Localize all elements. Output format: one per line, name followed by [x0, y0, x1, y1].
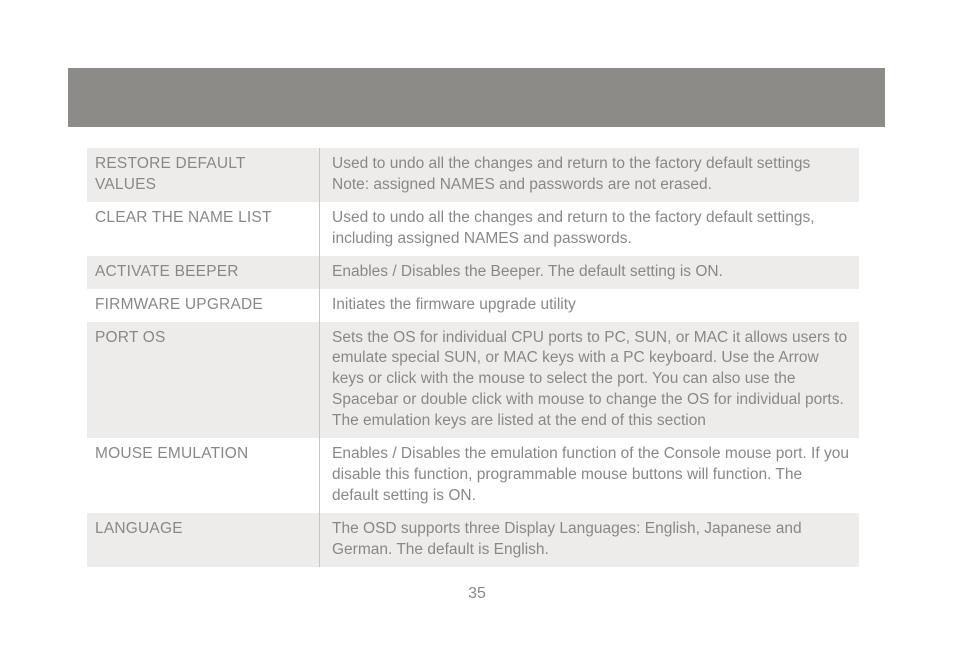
table-row: ACTIVATE BEEPER Enables / Disables the B…: [87, 256, 859, 289]
row-desc: Enables / Disables the emulation functio…: [320, 438, 859, 513]
row-label: ACTIVATE BEEPER: [87, 256, 320, 289]
document-page: RESTORE DEFAULT VALUES Used to undo all …: [0, 0, 954, 665]
table-row: CLEAR THE NAME LIST Used to undo all the…: [87, 202, 859, 256]
row-label: MOUSE EMULATION: [87, 438, 320, 513]
row-label: CLEAR THE NAME LIST: [87, 202, 320, 256]
page-number: 35: [0, 585, 954, 603]
table-row: MOUSE EMULATION Enables / Disables the e…: [87, 438, 859, 513]
row-desc: Enables / Disables the Beeper. The defau…: [320, 256, 859, 289]
row-desc: Used to undo all the changes and return …: [320, 148, 859, 202]
row-label: RESTORE DEFAULT VALUES: [87, 148, 320, 202]
settings-table: RESTORE DEFAULT VALUES Used to undo all …: [87, 148, 859, 567]
row-desc: The OSD supports three Display Languages…: [320, 513, 859, 567]
table-row: LANGUAGE The OSD supports three Display …: [87, 513, 859, 567]
row-label: LANGUAGE: [87, 513, 320, 567]
row-desc: Used to undo all the changes and return …: [320, 202, 859, 256]
row-label: PORT OS: [87, 322, 320, 439]
row-label: FIRMWARE UPGRADE: [87, 289, 320, 322]
table-row: FIRMWARE UPGRADE Initiates the firmware …: [87, 289, 859, 322]
table-row: RESTORE DEFAULT VALUES Used to undo all …: [87, 148, 859, 202]
row-desc: Sets the OS for individual CPU ports to …: [320, 322, 859, 439]
table-row: PORT OS Sets the OS for individual CPU p…: [87, 322, 859, 439]
row-desc: Initiates the firmware upgrade utility: [320, 289, 859, 322]
header-bar: [68, 68, 885, 127]
